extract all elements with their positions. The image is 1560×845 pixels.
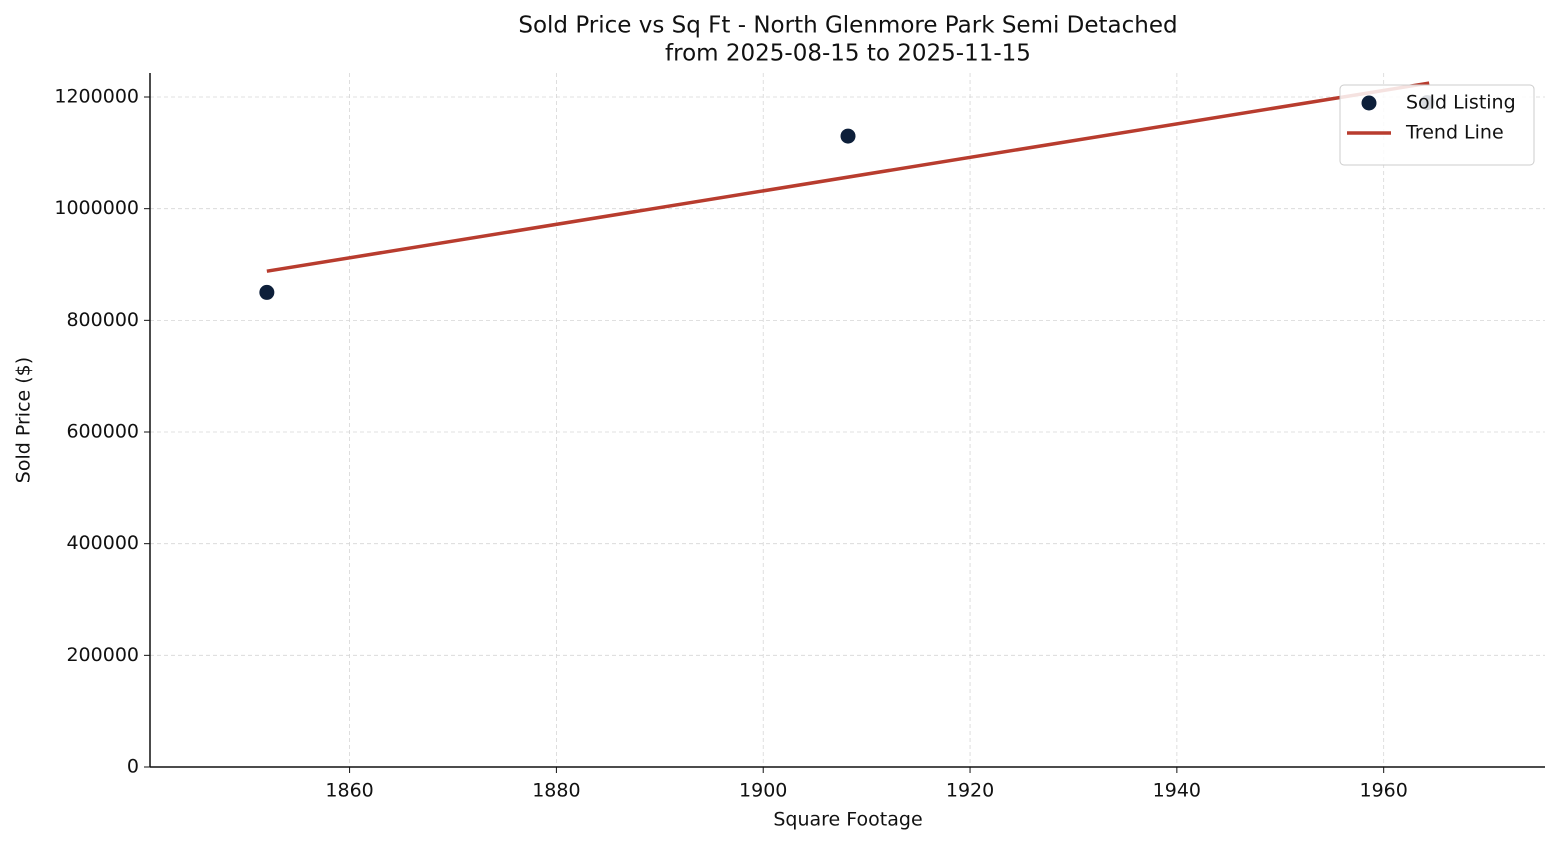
chart-title: Sold Price vs Sq Ft - North Glenmore Par… — [518, 13, 1177, 39]
legend-label: Sold Listing — [1406, 92, 1516, 114]
y-tick-label: 800000 — [66, 309, 139, 331]
legend-swatch — [1361, 95, 1377, 111]
chart-subtitle: from 2025-08-15 to 2025-11-15 — [665, 41, 1031, 67]
data-point — [259, 284, 275, 300]
y-tick-label: 0 — [127, 756, 139, 778]
x-tick-label: 1940 — [1153, 780, 1201, 802]
x-tick-label: 1920 — [946, 780, 994, 802]
y-tick-label: 600000 — [66, 421, 139, 443]
y-tick-label: 400000 — [66, 532, 139, 554]
x-tick-label: 1900 — [739, 780, 787, 802]
legend-box — [1339, 84, 1535, 166]
y-tick-label: 1200000 — [54, 86, 139, 108]
y-axis-label: Sold Price ($) — [13, 357, 35, 483]
data-point — [840, 128, 856, 144]
y-tick-label: 200000 — [66, 644, 139, 666]
trend-line — [266, 81, 1430, 273]
legend: Sold Listing Trend Line — [1339, 84, 1535, 166]
x-axis-label: Square Footage — [773, 809, 922, 831]
x-tick-label: 1880 — [532, 780, 580, 802]
x-tick-label: 1960 — [1360, 780, 1408, 802]
y-tick-label: 1000000 — [54, 197, 139, 219]
x-tick-label: 1860 — [325, 780, 373, 802]
legend-label: Trend Line — [1405, 122, 1504, 144]
